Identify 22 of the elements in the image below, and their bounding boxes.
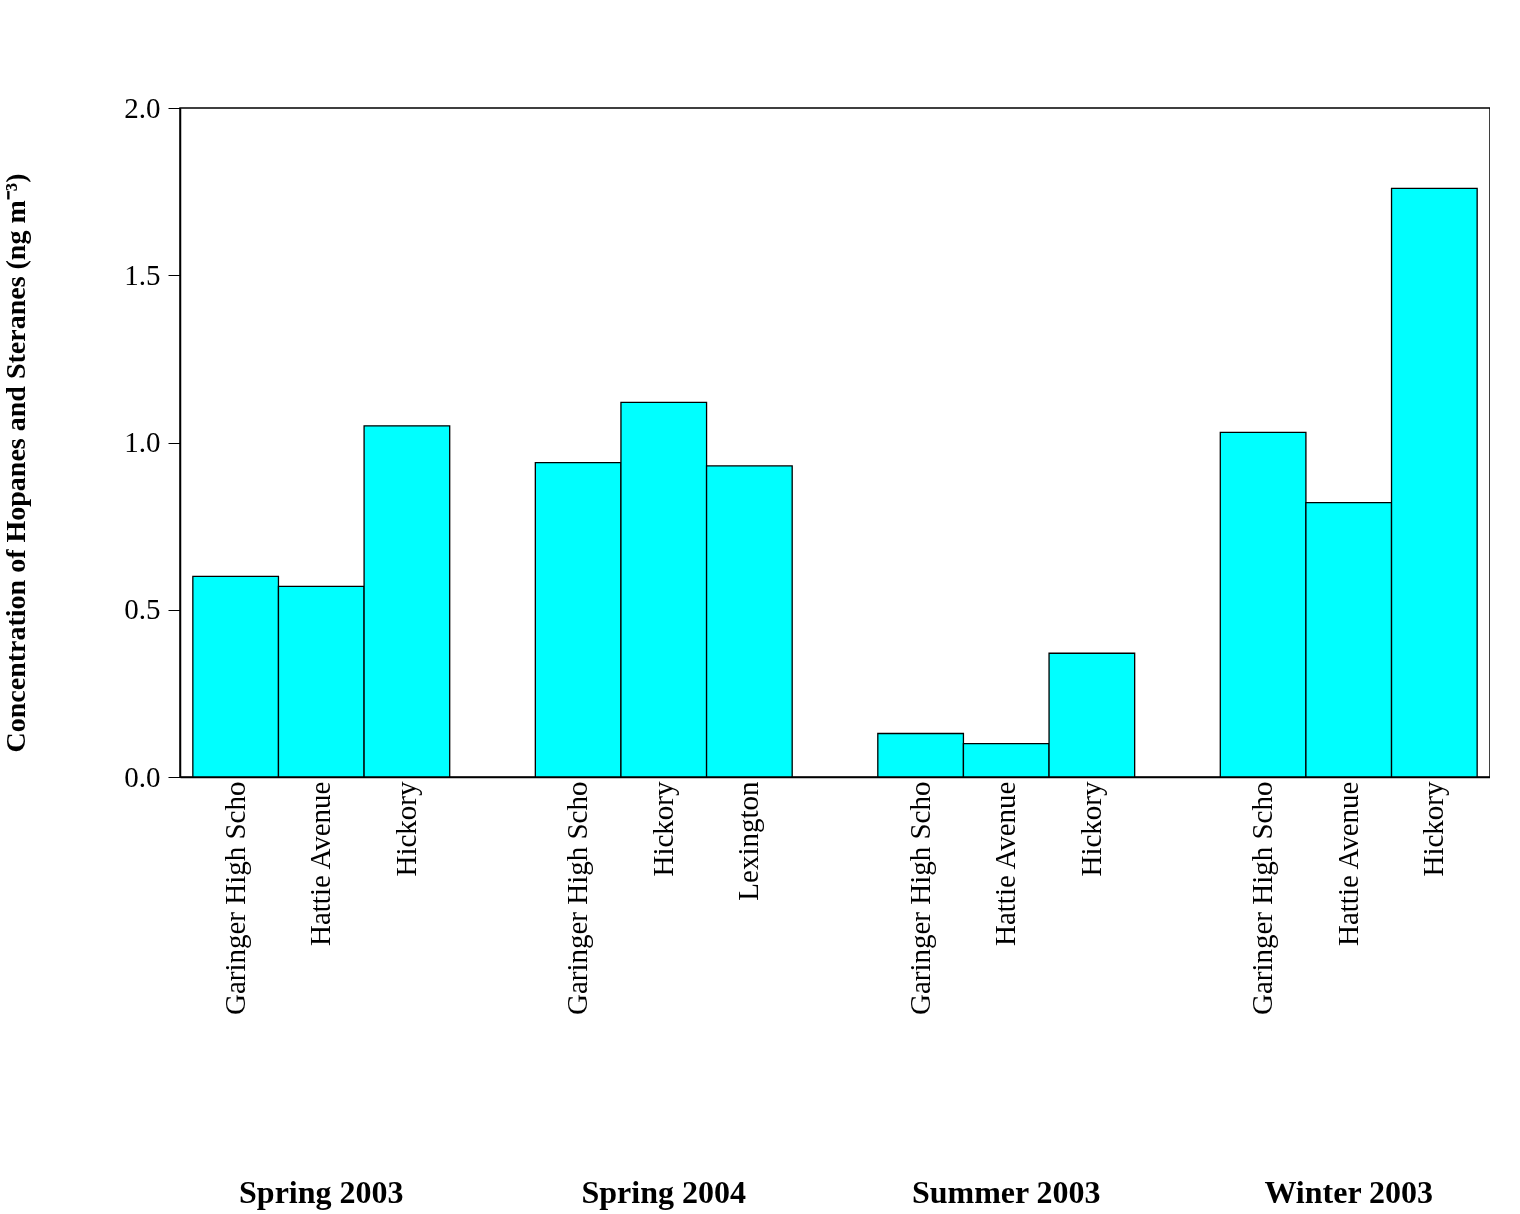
y-tick-label: 0.0 [124,760,161,793]
text: Summer 2003 [911,1174,1101,1210]
y-axis-title: Concentration of Hopanes and Steranes (ng m⁻³) [0,173,31,753]
text: Winter 2003 [1264,1174,1434,1210]
x-tick-label: Hattie Avenue [304,781,337,947]
y-tick-label: 1.0 [124,426,161,458]
x-tick-label: Garinger High Scho [903,781,936,1016]
text: Spring 2004 [581,1174,746,1210]
y-tick-label: 2.0 [124,91,161,124]
x-tick-label: Hickory [1074,781,1107,877]
x-tick-label: Garinger High Scho [561,781,594,1016]
x-tick-label: Lexington [732,781,765,901]
x-tick-label: Garinger High Scho [1246,781,1279,1016]
x-tick-label: Hattie Avenue [989,781,1022,947]
x-tick-label: Garinger High Scho [218,781,251,1016]
y-tick-label: 1.5 [124,258,161,291]
x-tick-label: Hickory [389,781,422,877]
x-tick-label: Hickory [1417,781,1450,877]
x-tick-label: Hickory [646,781,679,877]
text: Spring 2003 [239,1174,404,1210]
x-tick-label: Hattie Avenue [1331,781,1364,947]
y-tick-label: 0.5 [124,593,161,626]
